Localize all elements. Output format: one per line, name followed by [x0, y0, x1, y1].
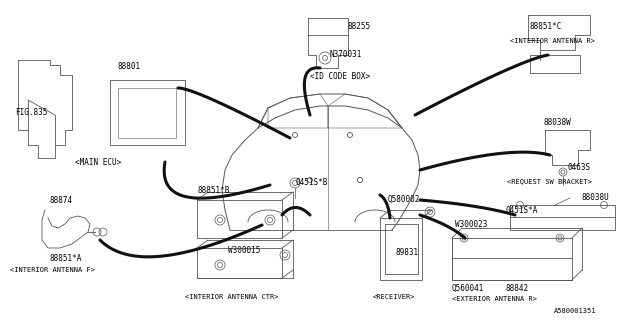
- Text: 0463S: 0463S: [568, 163, 591, 172]
- Text: <RECEIVER>: <RECEIVER>: [373, 294, 415, 300]
- Bar: [110, 80, 185, 145]
- Text: N370031: N370031: [330, 50, 362, 59]
- Text: 0451S*A: 0451S*A: [505, 206, 538, 215]
- Bar: [380, 218, 422, 280]
- Text: 88038U: 88038U: [582, 193, 610, 202]
- Text: FIG.835: FIG.835: [15, 108, 47, 117]
- Text: 88851*A: 88851*A: [50, 254, 83, 263]
- Text: W300023: W300023: [455, 220, 488, 229]
- Text: <INTERIOR ANTENNA F>: <INTERIOR ANTENNA F>: [10, 267, 95, 273]
- Text: <ID CODE BOX>: <ID CODE BOX>: [310, 72, 370, 81]
- Text: 88038W: 88038W: [543, 118, 571, 127]
- Text: <MAIN ECU>: <MAIN ECU>: [75, 158, 121, 167]
- Text: A580001351: A580001351: [554, 308, 596, 314]
- Text: 88874: 88874: [50, 196, 73, 205]
- Bar: [385, 224, 418, 274]
- Text: 0451S*B: 0451S*B: [296, 178, 328, 187]
- Bar: [197, 248, 282, 278]
- Text: 88851*C: 88851*C: [530, 22, 563, 31]
- Text: 88801: 88801: [118, 62, 141, 71]
- Bar: [452, 238, 572, 280]
- Text: <REQUEST SW BRACKET>: <REQUEST SW BRACKET>: [507, 178, 592, 184]
- Text: <INTERIOR ANTENNA CTR>: <INTERIOR ANTENNA CTR>: [185, 294, 278, 300]
- Text: <INTERIOR ANTENNA R>: <INTERIOR ANTENNA R>: [510, 38, 595, 44]
- Text: 88255: 88255: [348, 22, 371, 31]
- Text: 88842: 88842: [506, 284, 529, 293]
- Text: 88851*B: 88851*B: [197, 186, 229, 195]
- Bar: [530, 55, 580, 73]
- Text: W300015: W300015: [228, 246, 260, 255]
- Text: 89831: 89831: [395, 248, 418, 257]
- Bar: [118, 88, 176, 138]
- Text: Q580002: Q580002: [388, 195, 420, 204]
- Bar: [197, 200, 282, 238]
- Text: <EXTERIOR ANTENNA R>: <EXTERIOR ANTENNA R>: [452, 296, 537, 302]
- Text: Q560041: Q560041: [452, 284, 484, 293]
